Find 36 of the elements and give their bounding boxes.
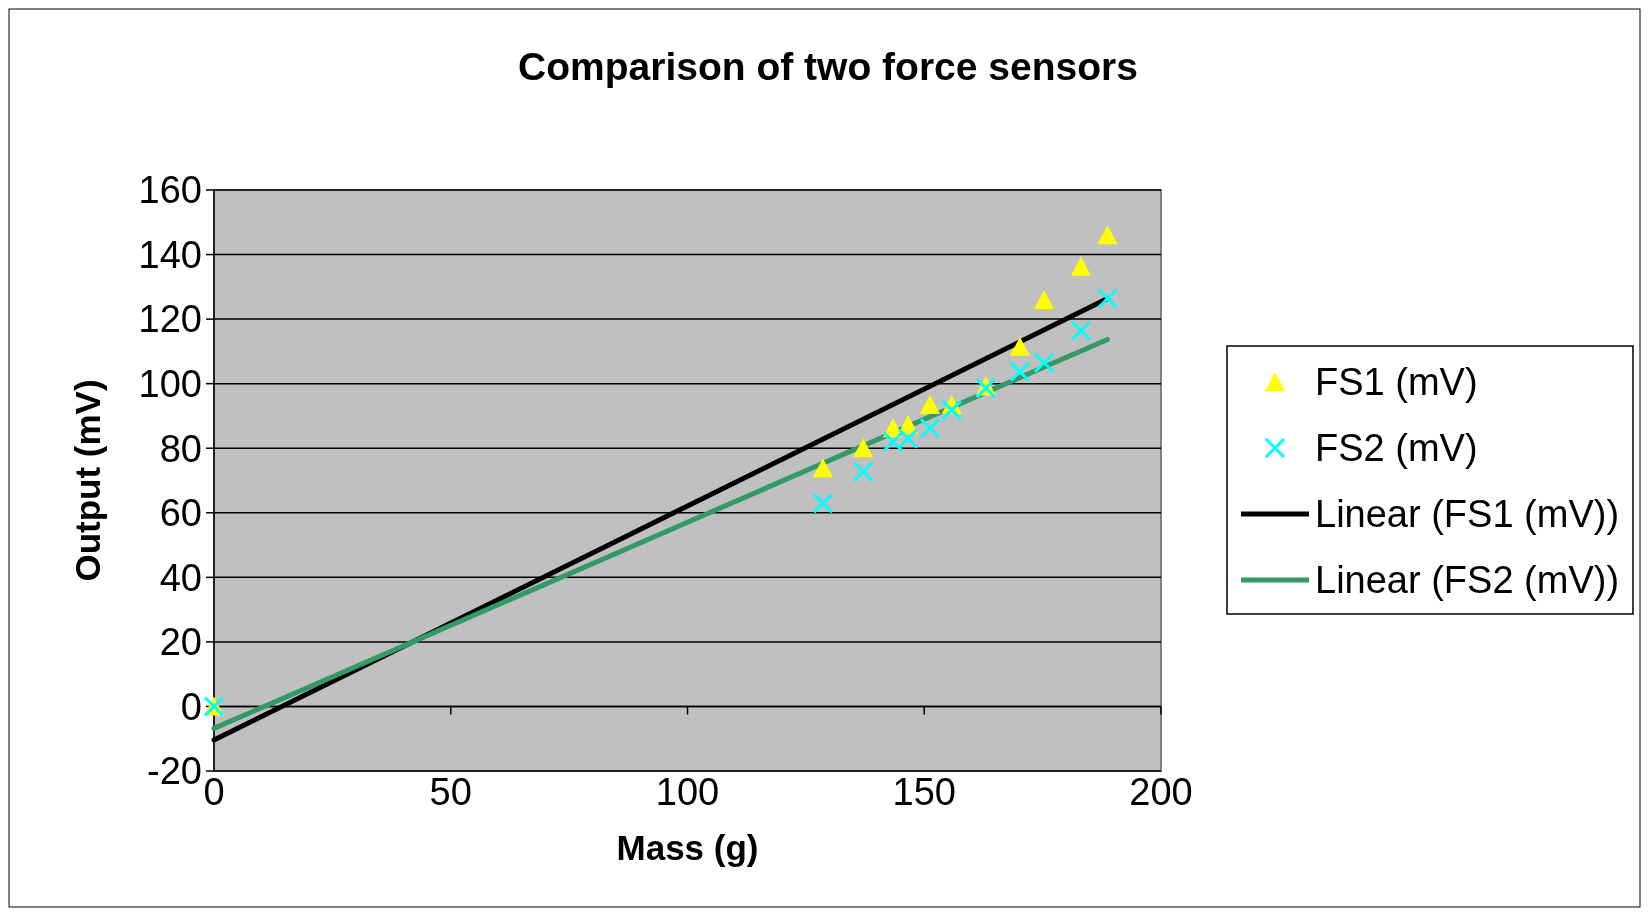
point xyxy=(1096,287,1118,309)
legend-label: FS2 (mV) xyxy=(1315,427,1478,470)
point xyxy=(919,417,941,439)
x-tick-label: 100 xyxy=(655,771,720,813)
chart-title: Comparison of two force sensors xyxy=(518,45,1138,88)
x-tick-label: 200 xyxy=(1129,771,1193,813)
x-tick-label: 50 xyxy=(429,771,472,813)
y-tick-label: 0 xyxy=(180,685,202,728)
legend-label: FS1 (mV) xyxy=(1315,361,1478,404)
point xyxy=(1070,256,1091,276)
y-tick-label: -20 xyxy=(147,750,202,793)
y-tick-label: 160 xyxy=(138,169,202,212)
y-tick-label: 100 xyxy=(138,362,202,405)
y-tick-label: 60 xyxy=(159,492,202,535)
point xyxy=(919,394,940,414)
point xyxy=(1097,225,1118,245)
legend-label: Linear (FS2 (mV)) xyxy=(1315,559,1620,602)
point xyxy=(853,438,874,458)
x-tick-label: 150 xyxy=(892,771,956,813)
point xyxy=(1009,336,1030,356)
y-tick-label: 120 xyxy=(138,298,202,341)
point xyxy=(812,492,834,514)
point xyxy=(1033,352,1055,374)
y-tick-label: 80 xyxy=(159,427,202,470)
point xyxy=(1009,361,1031,383)
y-tick-label: 40 xyxy=(159,556,202,599)
point xyxy=(1034,290,1055,310)
y-axis-title: Output (mV) xyxy=(68,379,107,582)
point xyxy=(812,458,833,478)
point xyxy=(1070,320,1092,342)
legend-label: Linear (FS1 (mV)) xyxy=(1315,493,1620,536)
y-tick-label: 20 xyxy=(159,621,202,664)
y-tick-label: 140 xyxy=(138,233,202,276)
point xyxy=(941,399,963,421)
point xyxy=(852,461,874,483)
x-axis-title: Mass (g) xyxy=(616,828,759,867)
